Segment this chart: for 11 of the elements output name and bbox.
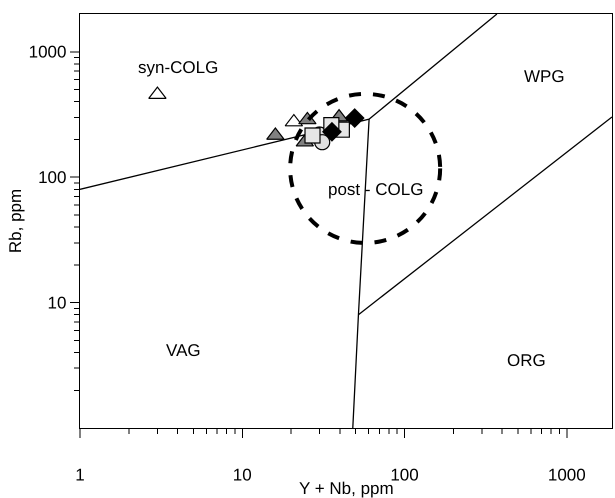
x-tick-label: 1000 — [548, 466, 586, 485]
x-tick-label: 10 — [232, 466, 252, 485]
y-axis-title: Rb, ppm — [6, 188, 26, 254]
annotation: VAG — [166, 341, 201, 360]
annotation: ORG — [507, 351, 546, 370]
y-tick-label: 100 — [38, 168, 66, 188]
annotation: WPG — [524, 67, 565, 86]
y-tick-label: 10 — [48, 294, 66, 313]
annotation: syn-COLG — [138, 58, 218, 77]
y-tick-label: 1000 — [28, 42, 66, 62]
x-tick-label: 1 — [75, 466, 85, 485]
